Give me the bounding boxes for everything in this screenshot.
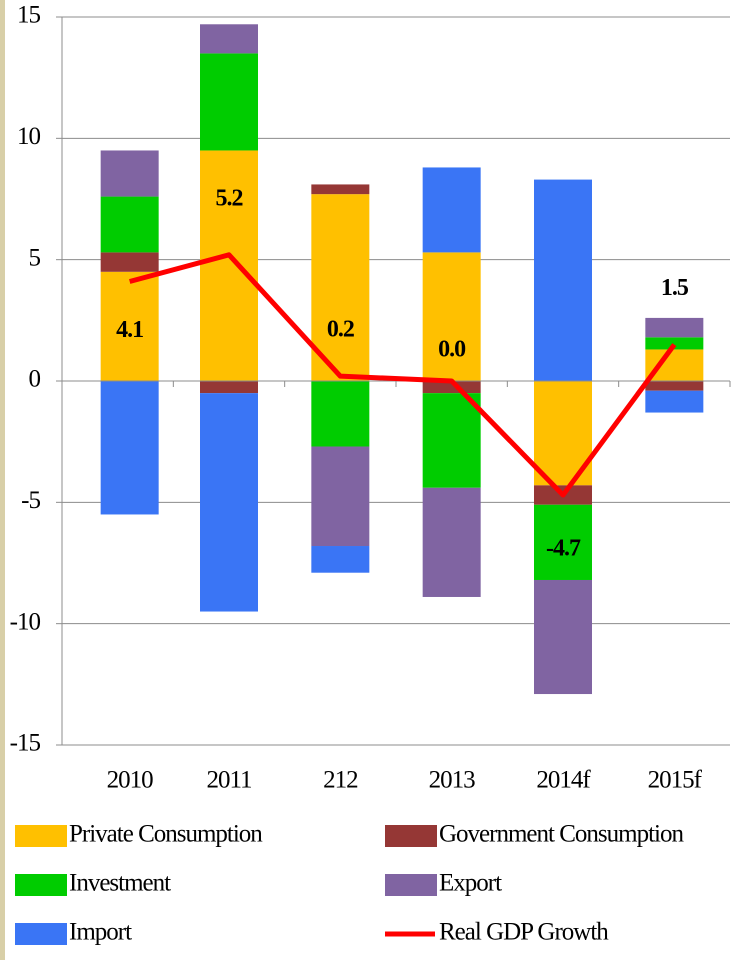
bar-segment: [311, 381, 370, 447]
bar-segment: [100, 252, 159, 272]
bar-segment: [311, 184, 370, 195]
bar-segment: [200, 53, 258, 151]
bar-segment: [645, 381, 704, 391]
data-label: -4.7: [546, 536, 581, 562]
legend-label: Import: [69, 919, 132, 946]
bar-segment: [534, 504, 592, 580]
bar-segment: [100, 381, 159, 515]
legend-swatch: [15, 923, 67, 945]
bar-segment: [422, 252, 481, 381]
legend-swatch: [385, 825, 437, 847]
x-tick-label: 2010: [107, 767, 154, 794]
legend-label: Investment: [69, 870, 171, 897]
bar-segment: [422, 167, 481, 253]
frame-edge: [0, 0, 5, 960]
bar-segment: [100, 150, 159, 197]
bar-segment: [645, 390, 704, 413]
y-tick-label: -5: [21, 487, 40, 514]
x-tick-label: 212: [323, 767, 358, 794]
bar-segment: [422, 487, 481, 597]
bar-segment: [534, 579, 592, 695]
y-tick-label: 10: [17, 123, 41, 150]
bar-segment: [645, 317, 704, 338]
legend-swatch: [15, 874, 67, 896]
bar-segment: [422, 381, 481, 394]
bar-segment: [100, 271, 159, 381]
data-label: 0.0: [438, 337, 466, 363]
legend-label: Real GDP Growth: [439, 919, 609, 946]
y-tick-label: 5: [29, 244, 41, 271]
x-tick-label: 2013: [429, 767, 476, 794]
data-label: 5.2: [216, 185, 243, 211]
bar-segment: [645, 337, 704, 350]
y-tick-label: -10: [10, 608, 41, 635]
x-tick-label: 2011: [206, 767, 251, 794]
bar-segment: [311, 546, 370, 573]
y-tick-label: -15: [10, 730, 41, 757]
y-tick-label: 0: [29, 366, 41, 393]
bar-segment: [200, 24, 258, 54]
legend-label: Export: [439, 870, 502, 897]
bar-segment: [645, 349, 704, 381]
legend-swatch: [385, 874, 437, 896]
bar-segment: [200, 393, 258, 612]
bar-segment: [200, 150, 258, 381]
bar-segment: [311, 194, 370, 381]
line-series: [129, 252, 677, 498]
legend-label: Private Consumption: [69, 821, 263, 848]
bar-segment: [422, 393, 481, 488]
legend-label: Government Consumption: [439, 821, 684, 848]
y-tick-label: 15: [17, 2, 41, 29]
data-label: 1.5: [661, 275, 689, 301]
data-label: 0.2: [327, 317, 354, 343]
x-tick-label: 2015f: [648, 767, 703, 794]
bar-segment: [200, 381, 258, 394]
data-label: 4.1: [116, 317, 143, 343]
x-tick-label: 2014f: [536, 767, 591, 794]
legend-swatch: [15, 825, 67, 847]
bar-segment: [534, 179, 592, 381]
bar-segment: [311, 446, 370, 547]
bar-segment: [100, 196, 159, 253]
